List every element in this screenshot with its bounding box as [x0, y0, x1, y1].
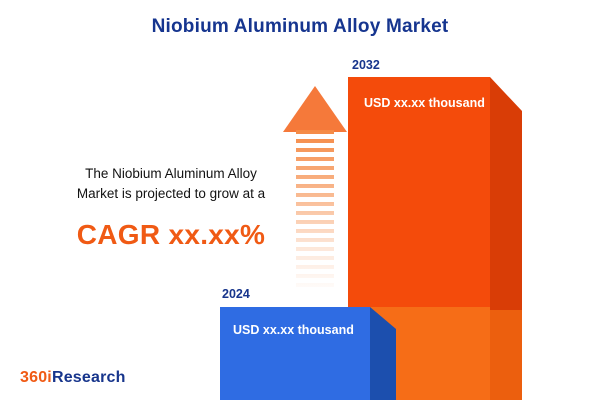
cagr-text: CAGR xx.xx% — [76, 218, 266, 250]
arrow-head-icon — [283, 86, 347, 132]
chart-title: Niobium Aluminum Alloy Market — [151, 16, 449, 37]
logo-suffix: Research — [51, 369, 126, 386]
bar-2032-year-label: 2032 — [352, 58, 380, 72]
growth-arrow-icon — [283, 86, 347, 288]
bar-2024-year-label: 2024 — [222, 287, 250, 301]
bar-2024-front: USD xx.xx thousand — [220, 307, 370, 400]
bar-2032-side-face — [490, 77, 522, 400]
bar-2032-value-label: USD xx.xx thousand — [364, 96, 485, 110]
description-line1: The Niobium Aluminum Alloy — [85, 166, 257, 181]
company-logo: 360iResearch — [20, 369, 126, 387]
arrow-dashed-shaft-icon — [296, 130, 334, 288]
logo-prefix: 360i — [20, 369, 52, 386]
description-line2: Market is projected to grow at a — [76, 186, 266, 202]
bar-2024-value-label: USD xx.xx thousand — [233, 323, 354, 337]
description-block: The Niobium Aluminum Alloy Market is pro… — [30, 164, 312, 256]
